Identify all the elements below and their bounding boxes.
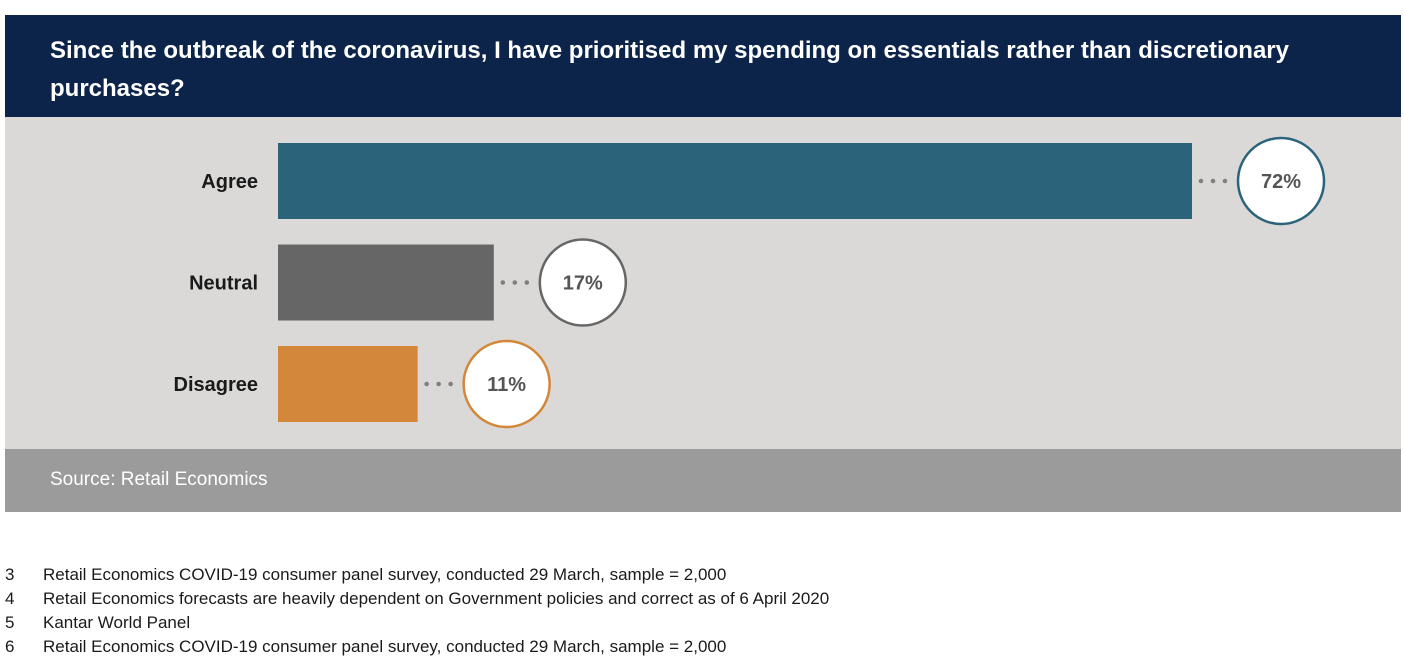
footnote-number: 3: [5, 565, 15, 584]
leader-dot: [1222, 178, 1228, 184]
footnotes: 3 Retail Economics COVID-19 consumer pane…: [5, 564, 1205, 660]
footnote-number: 5: [5, 613, 15, 632]
leader-dot: [1210, 178, 1216, 184]
footnote-number: 6: [5, 637, 15, 656]
leader-dot: [524, 280, 530, 285]
footnote: 3 Retail Economics COVID-19 consumer pane…: [5, 564, 1205, 588]
leader-dot: [512, 280, 518, 285]
data-label-agree: 72%: [1261, 171, 1301, 193]
footnote: 4 Retail Economics forecasts are heavily …: [5, 588, 1205, 612]
chart-title-bar: Since the outbreak of the coronavirus, I…: [5, 15, 1401, 117]
value-circle-agree: [1236, 136, 1326, 226]
footnote: 5 Kantar World Panel: [5, 612, 1205, 636]
footnote-text: Kantar World Panel: [43, 613, 191, 632]
category-label-disagree: Disagree: [174, 374, 259, 396]
leader-dot: [500, 280, 506, 285]
bar-chart: Agree 72% Neutral 17% Disagree 11%: [174, 136, 1326, 429]
footnote: 6 Retail Economics COVID-19 consumer pane…: [5, 636, 1205, 660]
source-bar: Source: Retail Economics: [5, 449, 1401, 512]
footnote-text: Retail Economics COVID-19 consumer panel…: [43, 637, 727, 656]
footnote-number: 4: [5, 589, 15, 608]
footnote-text: Retail Economics COVID-19 consumer panel…: [43, 565, 727, 584]
bar-disagree: [278, 346, 418, 422]
leader-dot: [424, 381, 429, 387]
leader-dot: [448, 381, 453, 387]
footnote-text: Retail Economics forecasts are heavily d…: [43, 589, 830, 608]
leader-dot: [1198, 178, 1204, 184]
bar-neutral: [278, 244, 494, 321]
bar-agree: [278, 143, 1192, 219]
leader-dot: [436, 381, 441, 387]
data-label-disagree: 11%: [487, 374, 526, 396]
source-text: Source: Retail Economics: [50, 469, 268, 490]
chart-area: Agree 72% Neutral 17% Disagree 11%: [5, 117, 1401, 449]
value-circle-disagree: [462, 339, 551, 429]
category-label-agree: Agree: [201, 171, 258, 193]
category-label-neutral: Neutral: [189, 273, 258, 295]
data-label-neutral: 17%: [563, 273, 603, 295]
chart-title: Since the outbreak of the coronavirus, I…: [50, 37, 1289, 102]
value-circle-neutral: [538, 238, 628, 327]
